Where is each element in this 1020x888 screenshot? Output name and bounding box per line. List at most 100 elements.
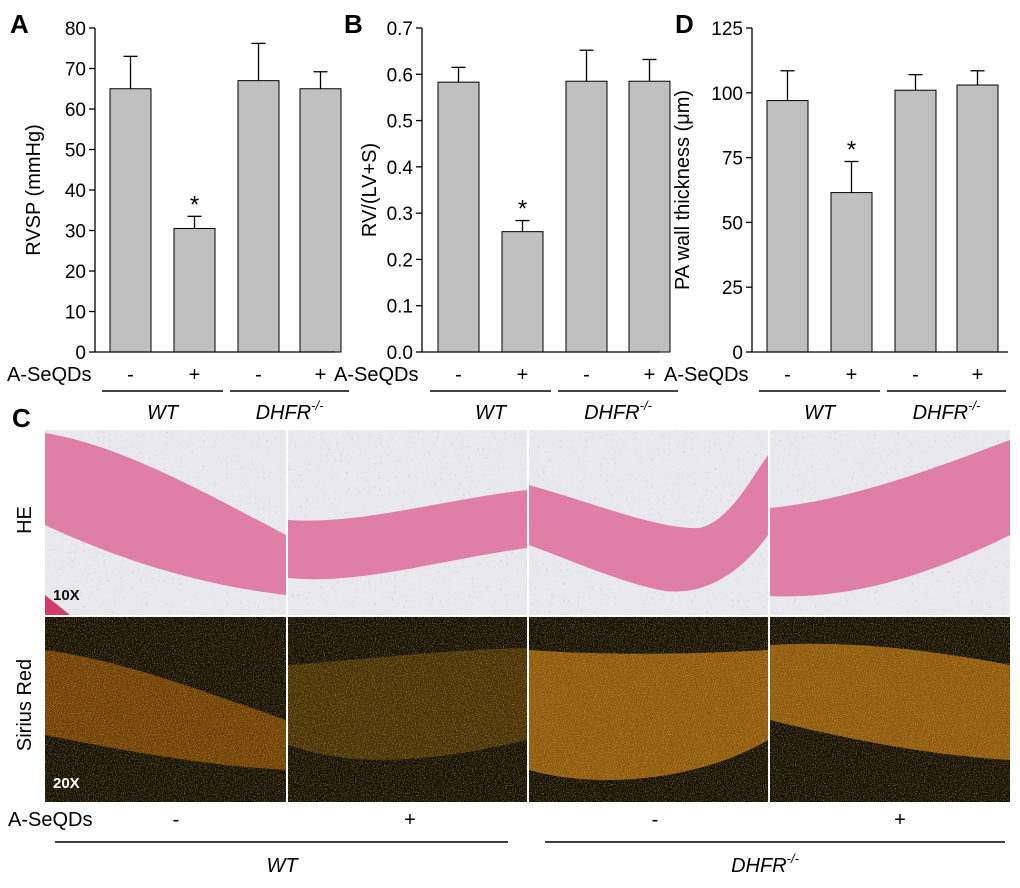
treatment-sign-b-1: + (517, 364, 529, 386)
panel-letter-c: C (12, 403, 31, 433)
chart-a-labels: * 0 10 20 30 40 50 60 70 80 RVSP (mmHg) A-SeQDs - + - +… (7, 19, 326, 424)
y-tick-label-b: 0.6 (387, 65, 413, 86)
treatment-sign-b-2: - (583, 364, 590, 386)
chart-d-labels: * 0 25 50 75 100 125 PA wall thickness (μm) A-Se… (664, 19, 983, 424)
treatment-sign-a-0: - (127, 364, 134, 386)
bar-b-1 (501, 231, 544, 353)
panel-letter-b: B (344, 9, 363, 39)
y-tick-label-b: 0.4 (387, 158, 414, 179)
y-tick-label-b: 0.3 (387, 204, 413, 225)
y-tick-label-b: 0.1 (387, 297, 413, 318)
bar-b-0 (437, 81, 480, 353)
y-tick-label-a: 30 (65, 222, 86, 243)
chart-b-bars (437, 49, 671, 353)
significance-star-a: * (190, 191, 199, 218)
treatment-sign-d-3: + (972, 364, 984, 386)
treatment-label-a: A-SeQDs (7, 364, 91, 386)
group-label-dhfr-b: DHFR-/- (584, 398, 652, 424)
bar-b-3 (628, 80, 671, 353)
group-label-dhfr-base-b: DHFR (584, 402, 640, 424)
bar-a-2 (237, 80, 280, 353)
row-divider (45, 615, 1010, 617)
y-axis-title-b: RV/(LV+S) (359, 143, 381, 237)
y-tick-label-b: 0.5 (387, 112, 413, 133)
chart-b-labels: * 0.0 0.1 0.2 0.3 0.4 0.5 0.6 0.7 RV/(LV+S) A-SeQD… (334, 19, 655, 424)
y-tick-label-b: 0.2 (387, 250, 413, 271)
panel-c-col3-treatment: - (652, 809, 659, 831)
panel-c-col2-treatment: + (404, 809, 416, 831)
treatment-sign-a-1: + (189, 364, 201, 386)
group-label-dhfr-base-a: DHFR (256, 402, 312, 424)
y-tick-label-b: 0.7 (387, 19, 413, 40)
panel-c-group-dhfr: DHFR-/- (731, 851, 799, 877)
treatment-sign-d-2: - (912, 364, 919, 386)
y-tick-label-d: 100 (711, 84, 743, 105)
treatment-label-d: A-SeQDs (664, 364, 748, 386)
treatment-sign-a-2: - (255, 364, 262, 386)
bar-d-0 (766, 100, 809, 353)
treatment-sign-b-0: - (455, 364, 462, 386)
y-tick-label-d: 125 (711, 19, 743, 40)
panel-c-col1-treatment: - (173, 809, 180, 831)
group-label-dhfr-sup-a: -/- (311, 398, 324, 413)
panel-c-group-wt: WT (266, 855, 299, 877)
chart-b-axes (416, 27, 678, 392)
group-label-dhfr-d: DHFR-/- (913, 398, 981, 424)
group-label-wt-b: WT (475, 402, 508, 424)
y-tick-label-d: 75 (722, 149, 743, 170)
y-tick-label-a: 50 (65, 141, 86, 162)
treatment-sign-d-0: - (784, 364, 791, 386)
panel-letter-a: A (10, 9, 29, 39)
chart-a-axes (89, 27, 349, 392)
bar-d-3 (956, 84, 999, 353)
treatment-label-b: A-SeQDs (334, 364, 418, 386)
significance-star-b: * (518, 196, 527, 223)
chart-a-bars (109, 42, 342, 353)
y-tick-label-a: 70 (65, 60, 86, 81)
y-tick-label-a: 10 (65, 303, 86, 324)
y-tick-label-a: 80 (65, 19, 86, 40)
treatment-sign-a-3: + (315, 364, 327, 386)
chart-d-bars (766, 70, 999, 353)
group-label-dhfr-a: DHFR-/- (256, 398, 324, 424)
panel-letter-d: D (675, 9, 694, 39)
y-tick-label-a: 20 (65, 262, 86, 283)
bar-a-3 (299, 88, 342, 353)
sirius-magnification: 20X (53, 775, 80, 792)
y-tick-label-a: 40 (65, 181, 86, 202)
bar-a-0 (109, 88, 152, 353)
panel-c-treatment-label: A-SeQDs (8, 809, 92, 831)
bar-d-2 (894, 89, 937, 353)
group-label-dhfr-base-d: DHFR (913, 402, 969, 424)
y-tick-label-d: 25 (722, 278, 743, 299)
chart-a-rvsp: * 0 10 20 30 40 50 60 70 80 RVSP (mmHg) A-SeQDs - + - +… (7, 19, 349, 424)
y-tick-label-a: 0 (75, 343, 86, 364)
group-label-dhfr-sup-d: -/- (968, 398, 981, 413)
bar-d-1 (830, 192, 873, 353)
treatment-sign-b-3: + (644, 364, 656, 386)
chart-d-pa-wall: * 0 25 50 75 100 125 PA wall thickness (μm) A-Se… (664, 19, 1008, 424)
chart-b-rv-ratio: * 0.0 0.1 0.2 0.3 0.4 0.5 0.6 0.7 RV/(LV+S) A-SeQD… (334, 19, 678, 424)
y-tick-label-a: 60 (65, 100, 86, 121)
panel-c-group-dhfr-sup: -/- (787, 851, 800, 866)
row-label-sirius-red: Sirius Red (14, 659, 36, 751)
y-tick-label-b: 0.0 (387, 343, 413, 364)
group-label-dhfr-sup-b: -/- (640, 398, 653, 413)
bar-b-2 (565, 80, 608, 353)
he-magnification: 10X (53, 587, 80, 604)
he-corner-stain (45, 595, 70, 615)
row-label-he: HE (14, 506, 36, 534)
treatment-sign-d-1: + (846, 364, 858, 386)
bar-a-1 (173, 227, 216, 353)
y-tick-label-d: 50 (722, 213, 743, 234)
panel-c-group-dhfr-base: DHFR (731, 855, 787, 877)
group-label-wt-d: WT (804, 402, 837, 424)
significance-star-d: * (847, 136, 856, 163)
y-tick-label-d: 0 (732, 343, 743, 364)
y-axis-title-d: PA wall thickness (μm) (672, 90, 694, 290)
chart-d-axes (746, 27, 1008, 392)
panel-c-col4-treatment: + (894, 809, 906, 831)
panel-c-micrographs: HE Sirius Red 10X 20X (8, 430, 1010, 877)
group-label-wt-a: WT (147, 402, 180, 424)
